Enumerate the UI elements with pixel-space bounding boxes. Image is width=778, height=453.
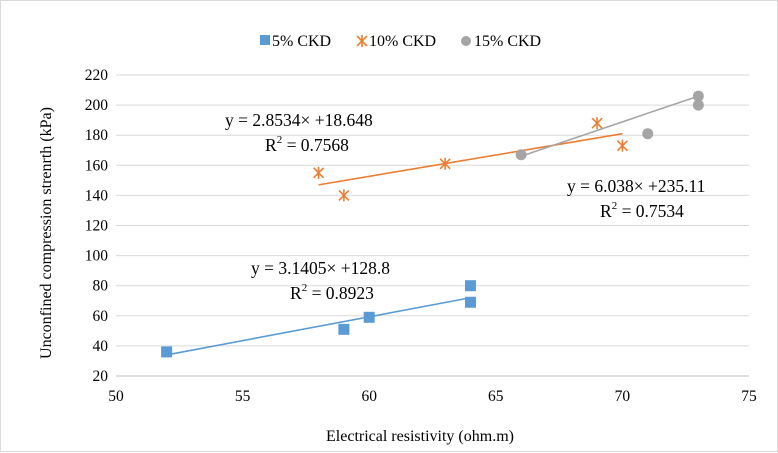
y-axis-title: Unconfined compression strenrth (kPa) <box>38 107 55 359</box>
point-marker-series-0 <box>464 280 476 292</box>
y-tick-label: 180 <box>85 127 109 144</box>
y-tick-label: 20 <box>93 368 109 385</box>
r2-15-ckd-text: R2 = 0.7534 <box>600 200 684 221</box>
point-marker-series-2 <box>692 90 704 102</box>
y-tick-label: 40 <box>93 338 109 355</box>
point-marker-series-0 <box>338 323 350 335</box>
y-tick-label: 140 <box>85 187 109 204</box>
point-marker-series-2 <box>642 128 654 140</box>
legend: 5% CKD 10% CKD 15% CKD <box>260 33 541 50</box>
x-tick-label: 70 <box>615 388 631 405</box>
point-marker-series-2 <box>515 149 527 161</box>
point-marker-series-1 <box>338 189 350 202</box>
legend-label-15-ckd: 15% CKD <box>474 33 541 50</box>
gridlines <box>116 74 749 377</box>
x-axis-title: Electrical resistivity (ohm.m) <box>326 428 514 445</box>
equation-10-ckd-text: y = 2.8534× +18.648 <box>225 110 373 130</box>
legend-marker-5-ckd <box>260 35 270 45</box>
point-marker-series-0 <box>464 296 476 308</box>
point-marker-series-0 <box>161 346 173 358</box>
point-marker-series-1 <box>312 166 325 179</box>
y-tick-label: 80 <box>93 278 109 295</box>
legend-label-5-ckd: 5% CKD <box>272 33 331 50</box>
equation-5-ckd: y = 3.1405× +128.8 R2 = 0.8923 <box>251 258 390 303</box>
y-tick-label: 160 <box>85 157 109 174</box>
legend-marker-15-ckd <box>461 36 471 46</box>
equation-15-ckd: y = 6.038× +235.11 R2 = 0.7534 <box>567 176 705 221</box>
trendline-series-0 <box>166 296 471 356</box>
point-marker-series-2 <box>692 99 704 111</box>
point-marker-series-1 <box>616 139 628 152</box>
point-marker-series-1 <box>439 157 451 170</box>
x-tick-label: 55 <box>235 388 251 405</box>
trendline-series-2 <box>520 95 699 158</box>
y-tick-label: 120 <box>85 218 109 235</box>
data-points <box>161 90 704 358</box>
x-tick-label: 65 <box>488 388 504 405</box>
y-tick-label: 220 <box>85 67 109 84</box>
x-tick-label: 50 <box>108 388 124 405</box>
y-tick-label: 100 <box>85 248 109 265</box>
r2-5-ckd-text: R2 = 0.8923 <box>290 282 374 303</box>
x-tick-label: 75 <box>741 388 757 405</box>
trendlines <box>166 95 699 356</box>
point-marker-series-0 <box>363 311 375 323</box>
r2-10-ckd-text: R2 = 0.7568 <box>265 134 349 155</box>
equation-10-ckd: y = 2.8534× +18.648 R2 = 0.7568 <box>225 110 373 155</box>
y-tick-label: 60 <box>93 308 109 325</box>
legend-label-10-ckd: 10% CKD <box>369 33 436 50</box>
legend-marker-10-ckd <box>356 35 368 47</box>
equation-15-ckd-text: y = 6.038× +235.11 <box>567 176 705 196</box>
x-tick-label: 60 <box>361 388 377 405</box>
tick-labels: 20 40 60 80 100 120 140 160 180 200 220 50 55 60 65 70 7… <box>85 67 757 405</box>
y-tick-label: 200 <box>85 97 109 114</box>
trendline-series-1 <box>318 132 623 186</box>
equation-5-ckd-text: y = 3.1405× +128.8 <box>251 258 390 278</box>
point-marker-series-1 <box>591 117 603 130</box>
